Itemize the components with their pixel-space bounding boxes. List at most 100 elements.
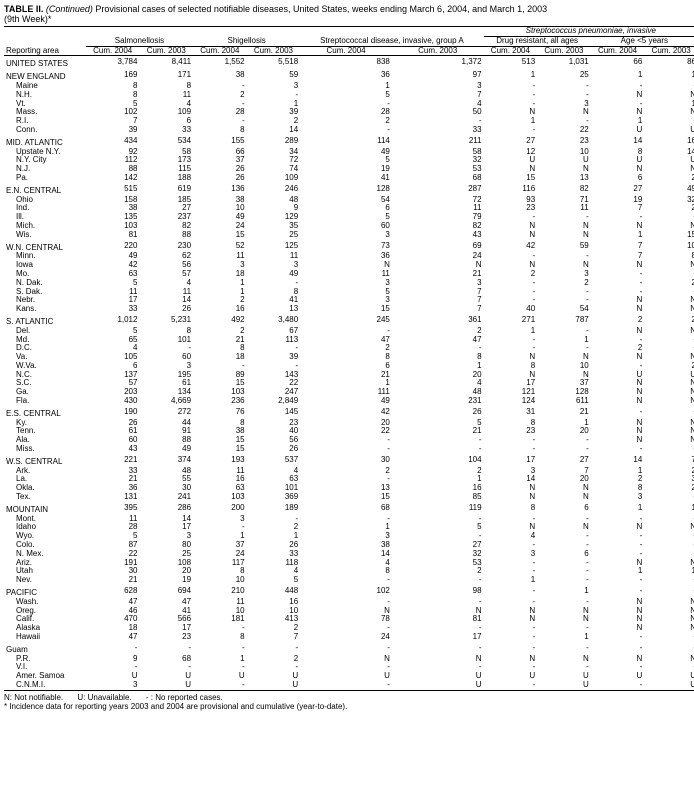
- value-cell: 3: [300, 532, 392, 541]
- h-cum03-1: Cum. 2003: [139, 46, 193, 56]
- value-cell: 65: [86, 336, 140, 345]
- value-cell: 2: [247, 624, 301, 633]
- value-cell: 88: [139, 231, 193, 240]
- value-cell: 9: [86, 655, 140, 664]
- area-cell: E.S. CENTRAL: [4, 406, 86, 419]
- value-cell: 3: [247, 82, 301, 91]
- value-cell: 49: [300, 148, 392, 157]
- value-cell: 114: [300, 135, 392, 148]
- value-cell: -: [591, 406, 645, 419]
- area-cell: MID. ATLANTIC: [4, 135, 86, 148]
- value-cell: 2: [644, 362, 694, 371]
- table-row: C.N.M.I.3U-U-U-U-U: [4, 681, 694, 690]
- value-cell: 66: [591, 56, 645, 69]
- value-cell: 13: [537, 174, 591, 183]
- value-cell: 1,552: [193, 56, 247, 69]
- value-cell: 23: [139, 633, 193, 642]
- value-cell: 22: [537, 126, 591, 135]
- value-cell: -: [644, 633, 694, 642]
- area-cell: UNITED STATES: [4, 56, 86, 69]
- col-drugres: Drug resistant, all ages: [484, 36, 591, 46]
- value-cell: N: [644, 353, 694, 362]
- value-cell: 200: [193, 502, 247, 515]
- table-row: Ind.3827109611231172: [4, 204, 694, 213]
- value-cell: 619: [139, 183, 193, 196]
- table-row: N. Mex.22252433143236--: [4, 550, 694, 559]
- value-cell: 39: [86, 126, 140, 135]
- value-cell: -: [300, 681, 392, 690]
- value-cell: 6: [300, 362, 392, 371]
- value-cell: 14: [300, 550, 392, 559]
- value-cell: N: [591, 397, 645, 406]
- table-row: Mass.10210928392850NNNN: [4, 108, 694, 117]
- table-row: Oreg.46411010NNNNNN: [4, 607, 694, 616]
- value-cell: 11: [247, 252, 301, 261]
- value-cell: 2: [591, 314, 645, 327]
- value-cell: -: [484, 642, 538, 655]
- value-cell: -: [484, 633, 538, 642]
- value-cell: 395: [86, 502, 140, 515]
- value-cell: 6: [537, 550, 591, 559]
- value-cell: 7: [392, 305, 484, 314]
- value-cell: -: [537, 436, 591, 445]
- value-cell: 2: [300, 344, 392, 353]
- value-cell: -: [484, 288, 538, 297]
- table-row: W.S. CENTRAL221374193537301041727147: [4, 454, 694, 467]
- h-cum03-4: Cum. 2003: [537, 46, 591, 56]
- col-shig: Shigellosis: [193, 27, 300, 47]
- col-salmon: Salmonellosis: [86, 27, 193, 47]
- value-cell: 17: [484, 454, 538, 467]
- area-cell: E.N. CENTRAL: [4, 183, 86, 196]
- value-cell: 787: [537, 314, 591, 327]
- value-cell: -: [644, 445, 694, 454]
- value-cell: 49: [139, 445, 193, 454]
- value-cell: -: [484, 91, 538, 100]
- value-cell: N: [591, 91, 645, 100]
- value-cell: 27: [484, 135, 538, 148]
- value-cell: 5: [247, 576, 301, 585]
- value-cell: -: [193, 82, 247, 91]
- value-cell: 15: [300, 493, 392, 502]
- value-cell: N: [484, 615, 538, 624]
- value-cell: 2: [644, 484, 694, 493]
- value-cell: N: [300, 607, 392, 616]
- table-row: N. Dak.541-33-2-2: [4, 279, 694, 288]
- value-cell: -: [484, 279, 538, 288]
- value-cell: -: [644, 532, 694, 541]
- value-cell: -: [644, 576, 694, 585]
- value-cell: U: [139, 681, 193, 690]
- value-cell: N: [484, 655, 538, 664]
- value-cell: 8: [86, 91, 140, 100]
- table-row: NEW ENGLAND1691713859369712511: [4, 69, 694, 82]
- value-cell: 28: [193, 108, 247, 117]
- col-strepa: Streptococcal disease, invasive, group A: [300, 27, 483, 47]
- value-cell: N: [591, 436, 645, 445]
- table-row: N.J.8811526741953NNNN: [4, 165, 694, 174]
- table-row: Mo.63571849112123--: [4, 270, 694, 279]
- value-cell: U: [644, 371, 694, 380]
- value-cell: -: [537, 567, 591, 576]
- value-cell: -: [392, 576, 484, 585]
- value-cell: 7: [591, 240, 645, 253]
- value-cell: -: [484, 585, 538, 598]
- value-cell: N: [644, 607, 694, 616]
- value-cell: 27: [591, 183, 645, 196]
- table-row: S. ATLANTIC1,0125,2314923,48024536127178…: [4, 314, 694, 327]
- area-cell: Fla.: [4, 397, 86, 406]
- value-cell: 211: [392, 135, 484, 148]
- value-cell: 118: [247, 559, 301, 568]
- h-cum04-5: Cum. 2004: [591, 46, 645, 56]
- value-cell: 245: [300, 314, 392, 327]
- value-cell: 3: [300, 279, 392, 288]
- value-cell: 27: [537, 454, 591, 467]
- value-cell: N: [537, 261, 591, 270]
- value-cell: -: [300, 515, 392, 524]
- value-cell: 2: [300, 467, 392, 476]
- value-cell: -: [591, 336, 645, 345]
- value-cell: -: [484, 681, 538, 690]
- value-cell: -: [247, 515, 301, 524]
- value-cell: -: [484, 126, 538, 135]
- value-cell: 4: [392, 379, 484, 388]
- value-cell: U: [644, 681, 694, 690]
- value-cell: -: [644, 288, 694, 297]
